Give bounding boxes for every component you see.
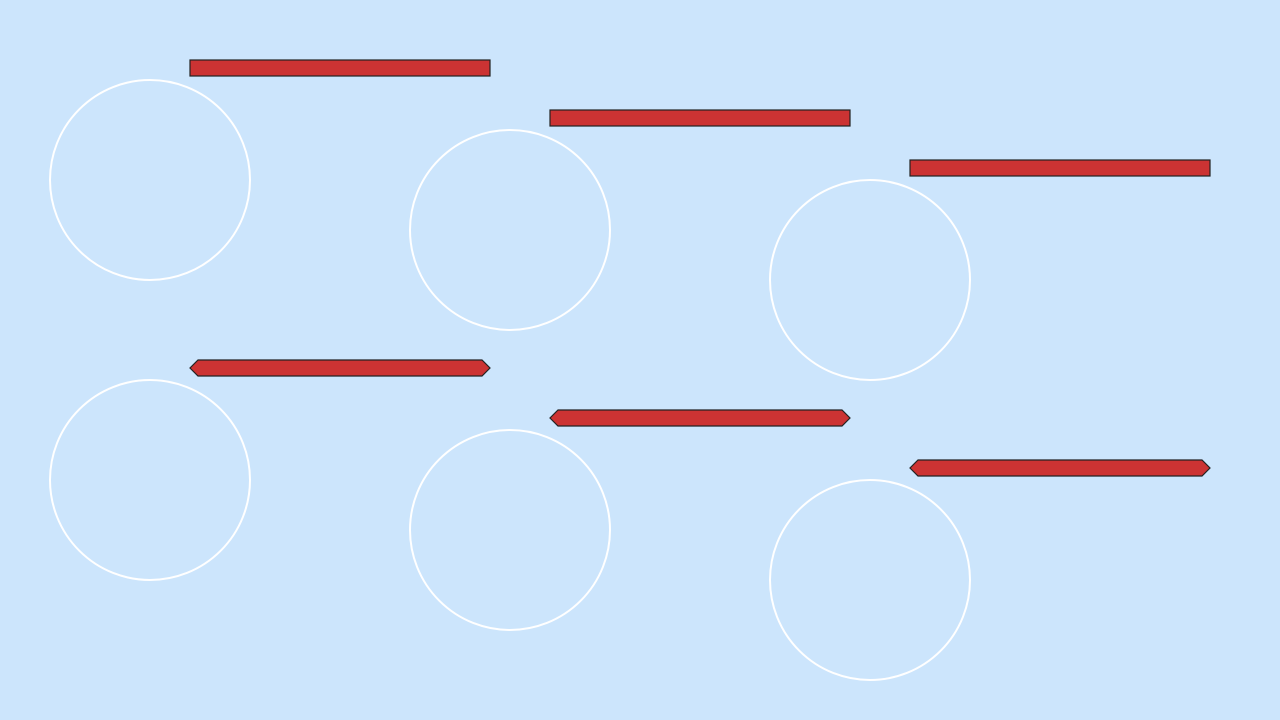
slot-4 (49, 359, 491, 581)
red-bar (549, 109, 851, 127)
circle-outline (49, 79, 251, 281)
slot-2 (409, 109, 851, 331)
red-hex-bar (189, 359, 491, 377)
red-hex-bar (549, 409, 851, 427)
circle-outline (769, 179, 971, 381)
circle-outline (409, 429, 611, 631)
circle-outline (49, 379, 251, 581)
circle-outline (409, 129, 611, 331)
red-bar (189, 59, 491, 77)
red-hex-bar (909, 459, 1211, 477)
slot-6 (769, 459, 1211, 681)
slot-1 (49, 59, 491, 281)
slot-3 (769, 159, 1211, 381)
red-bar (909, 159, 1211, 177)
circle-outline (769, 479, 971, 681)
slot-5 (409, 409, 851, 631)
